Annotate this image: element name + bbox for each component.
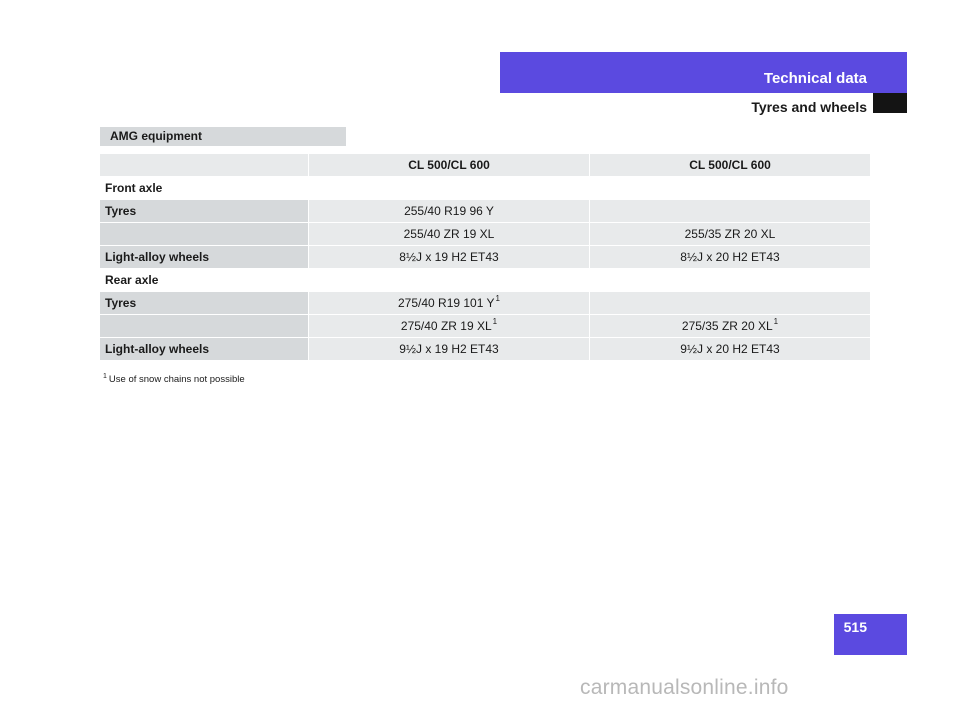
row-value: 255/35 ZR 20 XL	[590, 223, 870, 245]
row-value: 8½J x 20 H2 ET43	[590, 246, 870, 268]
table-header-row: CL 500/CL 600 CL 500/CL 600	[100, 154, 870, 176]
value-text: 275/40 R19 101 Y	[398, 296, 495, 310]
row-value: 9½J x 20 H2 ET43	[590, 338, 870, 360]
footnote: 1 Use of snow chains not possible	[102, 373, 245, 385]
row-label	[100, 315, 308, 337]
row-value: 255/40 R19 96 Y	[309, 200, 589, 222]
row-value: 9½J x 19 H2 ET43	[309, 338, 589, 360]
page-title: Tyres and wheels	[751, 99, 867, 115]
rear-axle-group-row: Rear axle	[100, 269, 870, 291]
page-number: 515	[834, 614, 907, 655]
row-value	[590, 292, 870, 314]
footnote-marker: 1	[495, 294, 500, 303]
header-cell-model-2: CL 500/CL 600	[590, 154, 870, 176]
footnote-marker: 1	[103, 373, 107, 380]
value-text: 275/40 ZR 19 XL	[400, 319, 492, 333]
section-banner: Technical data	[500, 52, 907, 93]
table-row: Light-alloy wheels 8½J x 19 H2 ET43 8½J …	[100, 246, 870, 268]
group-label: Front axle	[105, 181, 163, 195]
row-value: 275/40 ZR 19 XL1	[309, 315, 589, 337]
row-label: Light-alloy wheels	[100, 338, 308, 360]
row-value: 8½J x 19 H2 ET43	[309, 246, 589, 268]
table-row: Tyres 255/40 R19 96 Y	[100, 200, 870, 222]
header-cell-label	[100, 154, 308, 176]
row-label	[100, 223, 308, 245]
row-label: Light-alloy wheels	[100, 246, 308, 268]
table-row: 275/40 ZR 19 XL1 275/35 ZR 20 XL1	[100, 315, 870, 337]
footnote-marker: 1	[492, 317, 498, 326]
front-axle-group-row: Front axle	[100, 177, 870, 199]
table-row: Light-alloy wheels 9½J x 19 H2 ET43 9½J …	[100, 338, 870, 360]
specification-table: CL 500/CL 600 CL 500/CL 600 Front axle T…	[100, 154, 870, 361]
watermark: carmanualsonline.info	[580, 676, 789, 699]
row-value	[590, 200, 870, 222]
row-value: 255/40 ZR 19 XL	[309, 223, 589, 245]
group-label: Rear axle	[105, 273, 159, 287]
row-value: 275/40 R19 101 Y1	[309, 292, 589, 314]
thumb-tab	[873, 93, 907, 113]
row-label: Tyres	[100, 292, 308, 314]
value-text: 275/35 ZR 20 XL	[681, 319, 773, 333]
table-row: 255/40 ZR 19 XL 255/35 ZR 20 XL	[100, 223, 870, 245]
section-title: Technical data	[763, 70, 867, 87]
header-cell-model-1: CL 500/CL 600	[309, 154, 589, 176]
footnote-marker: 1	[773, 317, 779, 326]
footnote-text: Use of snow chains not possible	[108, 374, 245, 385]
amg-equipment-label: AMG equipment	[100, 127, 346, 146]
table-row: Tyres 275/40 R19 101 Y1	[100, 292, 870, 314]
row-label: Tyres	[100, 200, 308, 222]
row-value: 275/35 ZR 20 XL1	[590, 315, 870, 337]
